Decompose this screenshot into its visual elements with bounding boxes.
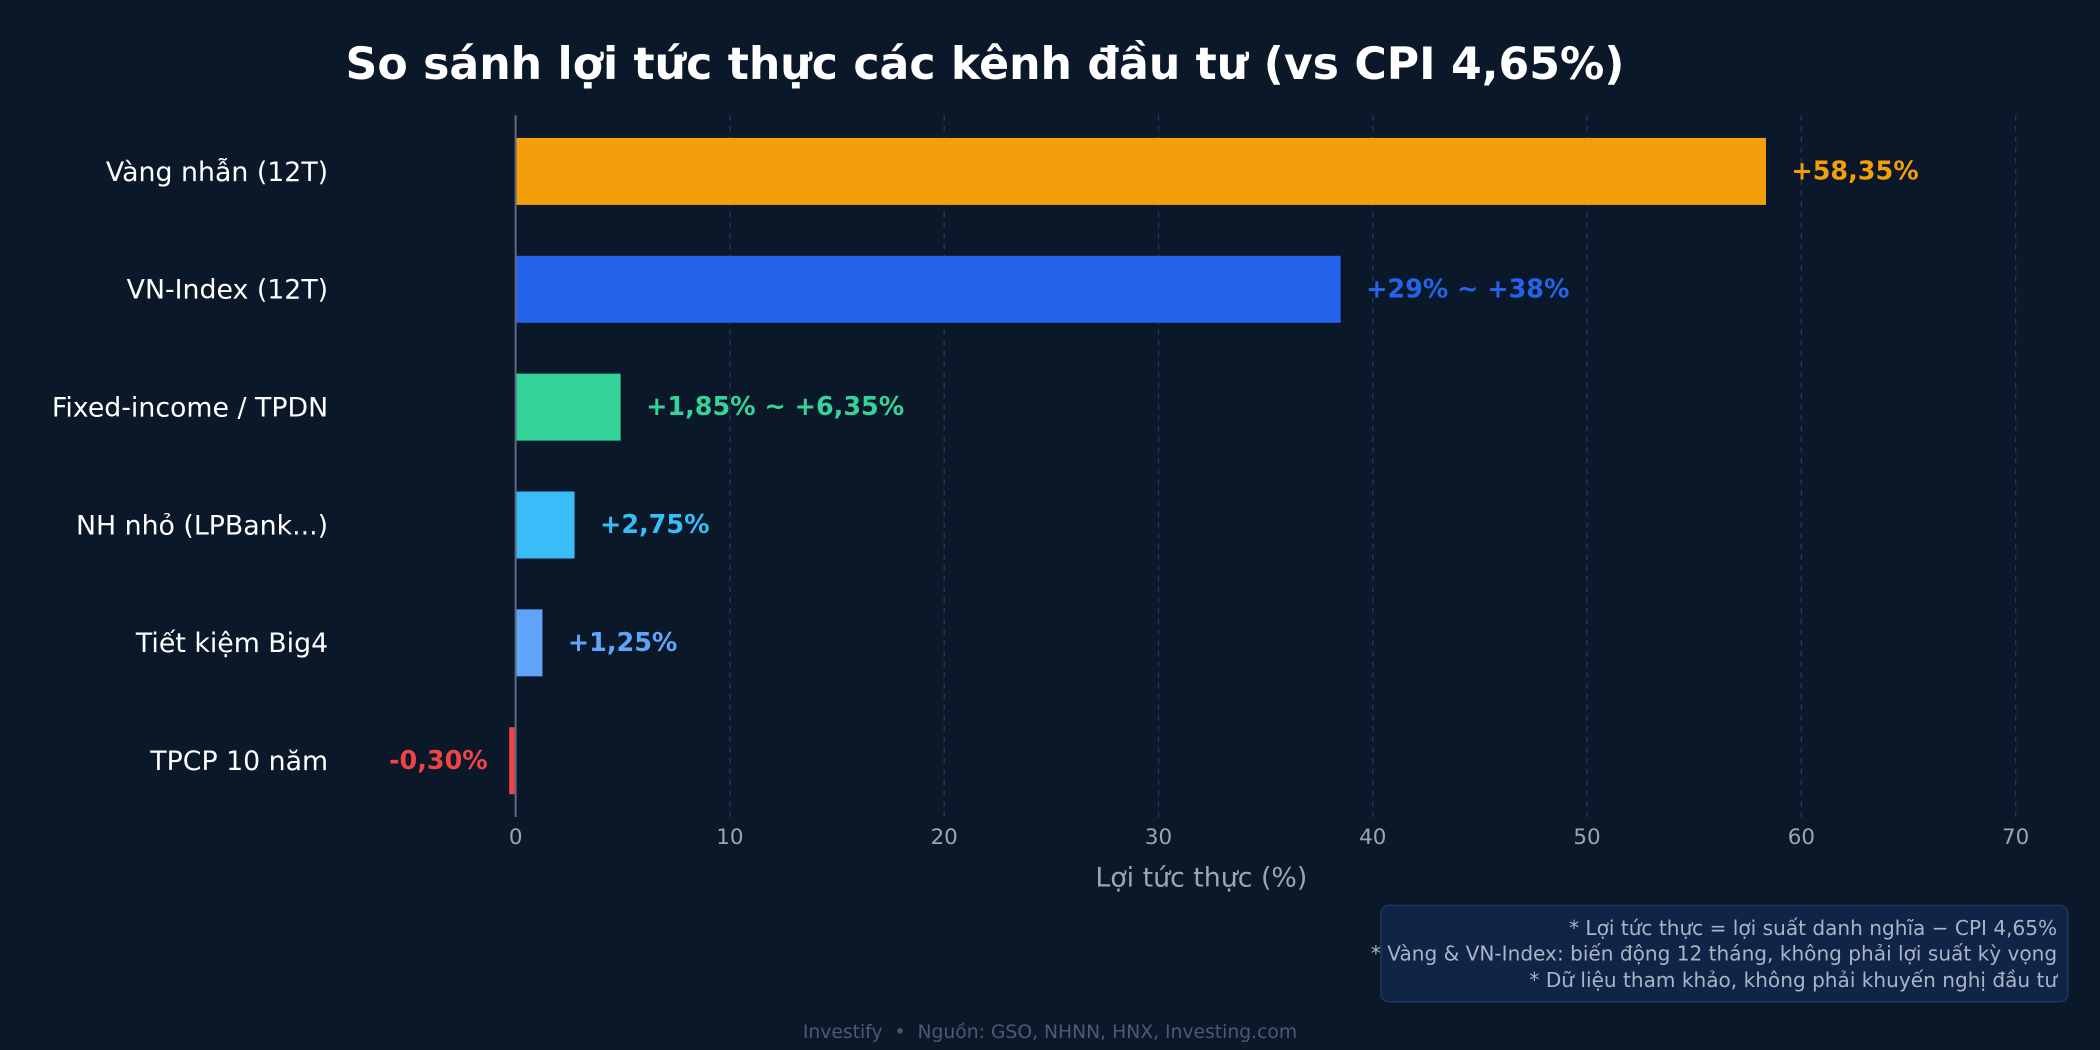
x-tick-label: 20	[931, 825, 958, 850]
category-label: Tiết kiệm Big4	[135, 628, 328, 659]
x-tick-label: 30	[1145, 825, 1172, 850]
bar	[515, 255, 1341, 323]
category-label: Vàng nhẫn (12T)	[106, 157, 328, 188]
x-ticks: 0 10 20 30 40 50 60 70	[509, 825, 2029, 850]
bar	[515, 491, 575, 559]
bar	[509, 727, 516, 795]
x-tick-label: 70	[2002, 825, 2029, 850]
bars: Vàng nhẫn (12T) +58,35% VN-Index (12T) +29%…	[52, 137, 1919, 795]
x-tick-label: 50	[1573, 825, 1600, 850]
notes-box: * Lợi tức thực = lợi suất danh nghĩa − C…	[1371, 904, 2069, 1003]
category-label: VN-Index (12T)	[127, 275, 328, 306]
bar	[515, 609, 543, 677]
chart-title: So sánh lợi tức thực các kênh đầu tư (vs…	[346, 39, 1625, 90]
x-axis-label: Lợi tức thực (%)	[1095, 863, 1307, 894]
note-line-2: * Vàng & VN-Index: biến động 12 tháng, k…	[1371, 941, 2057, 965]
x-tick-label: 40	[1359, 825, 1386, 850]
footer-source: Investify • Nguồn: GSO, NHNN, HNX, Inves…	[803, 1021, 1297, 1043]
note-line-1: * Lợi tức thực = lợi suất danh nghĩa − C…	[1569, 916, 2057, 940]
category-label: Fixed-income / TPDN	[52, 393, 328, 424]
data-label: +2,75%	[600, 509, 710, 539]
category-label: TPCP 10 năm	[149, 746, 328, 777]
category-label: NH nhỏ (LPBank...)	[76, 510, 328, 541]
bar	[515, 137, 1766, 205]
grid-lines	[729, 115, 2017, 817]
data-label: +58,35%	[1791, 155, 1918, 185]
note-line-3: * Dữ liệu tham khảo, không phải khuyến n…	[1529, 968, 2058, 992]
bar	[515, 373, 621, 441]
data-label: -0,30%	[389, 745, 488, 775]
x-tick-label: 10	[716, 825, 743, 850]
data-label: +29% ~ +38%	[1366, 273, 1569, 303]
data-label: +1,25%	[568, 627, 678, 657]
data-label: +1,85% ~ +6,35%	[646, 391, 904, 421]
x-tick-label: 0	[509, 825, 523, 850]
x-tick-label: 60	[1788, 825, 1815, 850]
